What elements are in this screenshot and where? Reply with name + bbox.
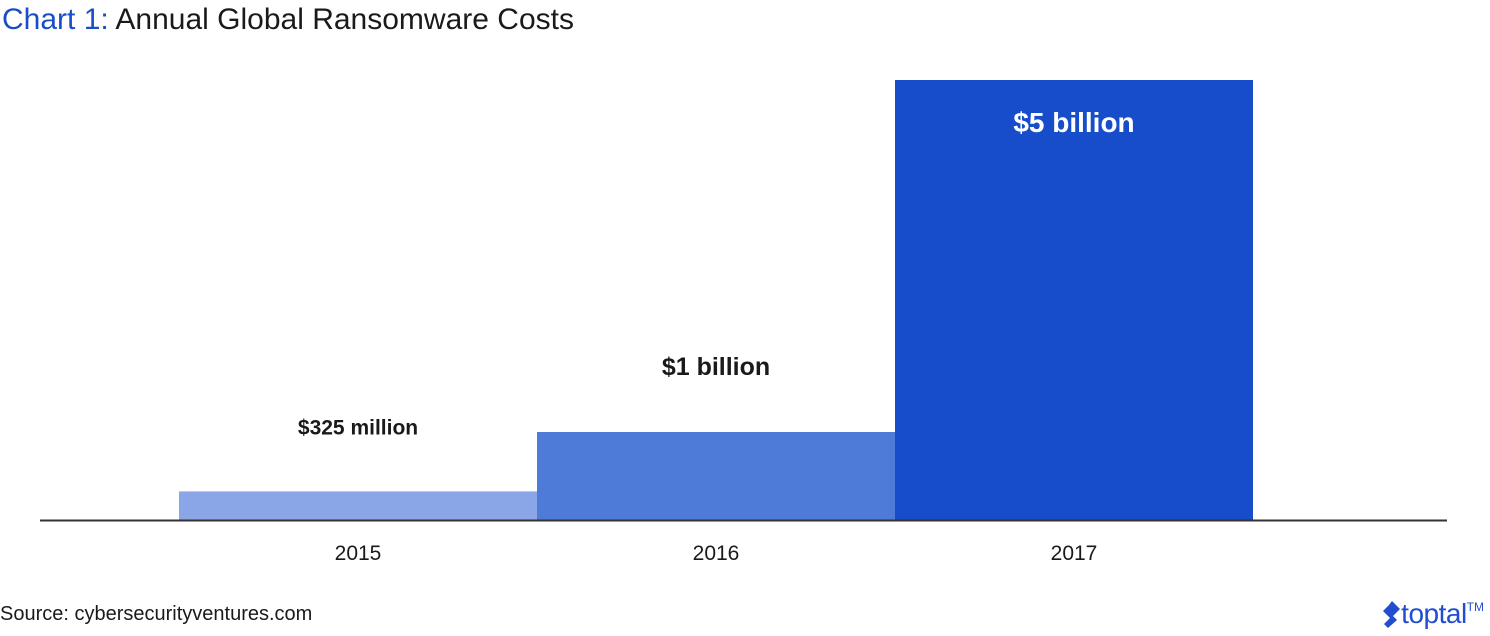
bar-chart: $325 million 2015 $1 billion 2016 $5 billion… <box>40 80 1447 565</box>
chart-title-prefix: Chart 1: <box>2 3 109 36</box>
bar-2015 <box>179 491 537 520</box>
data-label-2016: $1 billion <box>662 353 770 381</box>
x-tick-label-2016: 2016 <box>693 542 740 565</box>
data-label-2017: $5 billion <box>1013 107 1134 138</box>
toptal-logo-icon <box>1383 601 1401 628</box>
source-note: Source: cybersecurityventures.com <box>0 603 313 625</box>
chart-title: Chart 1: Annual Global Ransomware Costs <box>2 0 574 40</box>
x-tick-label-2017: 2017 <box>1051 542 1098 565</box>
toptal-logo-tm: TM <box>1466 600 1484 614</box>
data-label-2015: $325 million <box>298 416 418 439</box>
bar-2016 <box>537 432 895 520</box>
bar-2017 <box>895 80 1253 520</box>
toptal-logo-word: toptal <box>1401 598 1467 629</box>
chart-title-main: Annual Global Ransomware Costs <box>115 3 574 36</box>
x-tick-label-2015: 2015 <box>335 542 382 565</box>
toptal-logo: toptal TM <box>1379 596 1484 632</box>
